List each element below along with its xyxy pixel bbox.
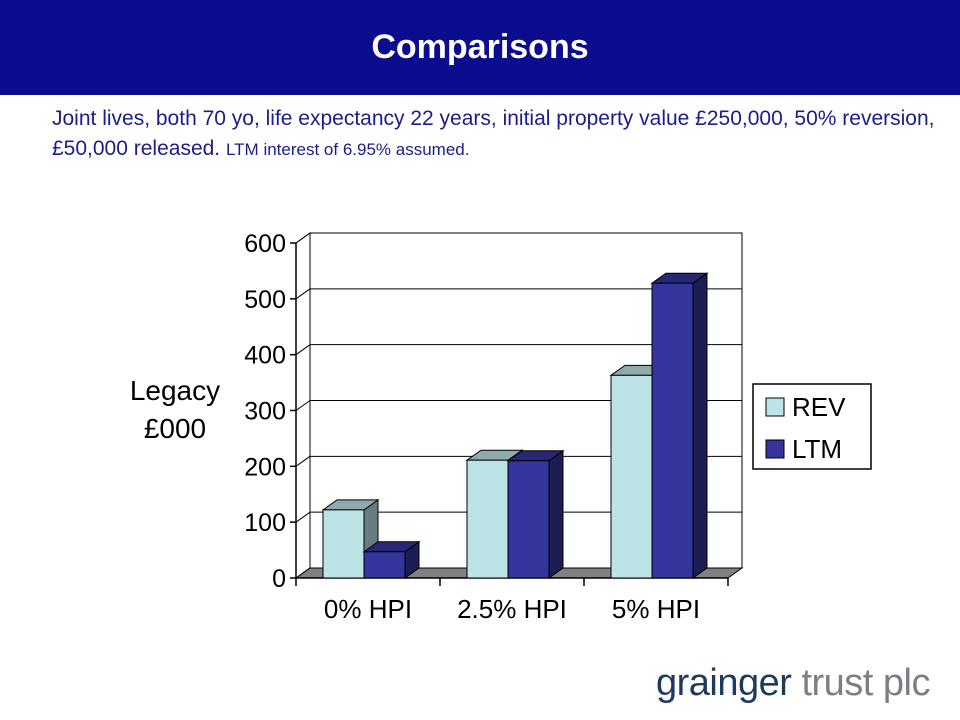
gridline-depth xyxy=(295,344,311,356)
subtitle: Joint lives, both 70 yo, life expectancy… xyxy=(52,104,942,165)
bar-ltm-3-side xyxy=(692,272,708,579)
legend-label-ltm: LTM xyxy=(792,434,842,464)
subtitle-main: Joint lives, both 70 yo, life expectancy… xyxy=(52,107,935,160)
legend-swatch-ltm xyxy=(765,439,785,459)
y-axis-label-line: Legacy xyxy=(130,375,220,406)
page-title: Comparisons xyxy=(371,28,589,66)
y-tick-label: 300 xyxy=(244,398,286,426)
x-tick-label: 0% HPI xyxy=(324,594,412,624)
y-tick-label: 0 xyxy=(272,565,286,593)
x-tick-label: 2.5% HPI xyxy=(457,594,567,624)
logo-text-grainger: grainger xyxy=(655,662,792,704)
y-tick-label: 600 xyxy=(244,230,286,258)
y-tick-label: 400 xyxy=(244,342,286,370)
bar-ltm-2-side xyxy=(548,449,564,579)
gridline-depth xyxy=(295,511,311,523)
bar-rev-3 xyxy=(610,374,653,579)
y-axis-label-line: £000 xyxy=(144,413,206,444)
gridline-depth xyxy=(295,400,311,411)
header-bar: Comparisons xyxy=(0,0,960,95)
gridline-depth xyxy=(295,232,311,244)
bar-ltm-2 xyxy=(507,460,550,579)
y-tick-label: 100 xyxy=(244,509,286,537)
logo-text-trust-plc: trust plc xyxy=(801,662,930,704)
subtitle-note: LTM interest of 6.95% assumed. xyxy=(225,140,470,159)
y-tick-label: 500 xyxy=(244,286,286,314)
bar-ltm-3 xyxy=(651,282,694,579)
x-tick-label: 5% HPI xyxy=(612,594,700,624)
gridline-depth xyxy=(295,288,311,300)
bar-rev-2 xyxy=(466,459,509,579)
company-logo: grainger trust plc xyxy=(655,662,931,705)
gridline-depth xyxy=(295,455,311,467)
y-tick-label: 200 xyxy=(244,453,286,481)
bar-rev-1 xyxy=(322,509,365,579)
legend-label-rev: REV xyxy=(792,392,846,422)
legend-swatch-rev xyxy=(765,397,785,417)
bar-ltm-1 xyxy=(363,551,406,579)
